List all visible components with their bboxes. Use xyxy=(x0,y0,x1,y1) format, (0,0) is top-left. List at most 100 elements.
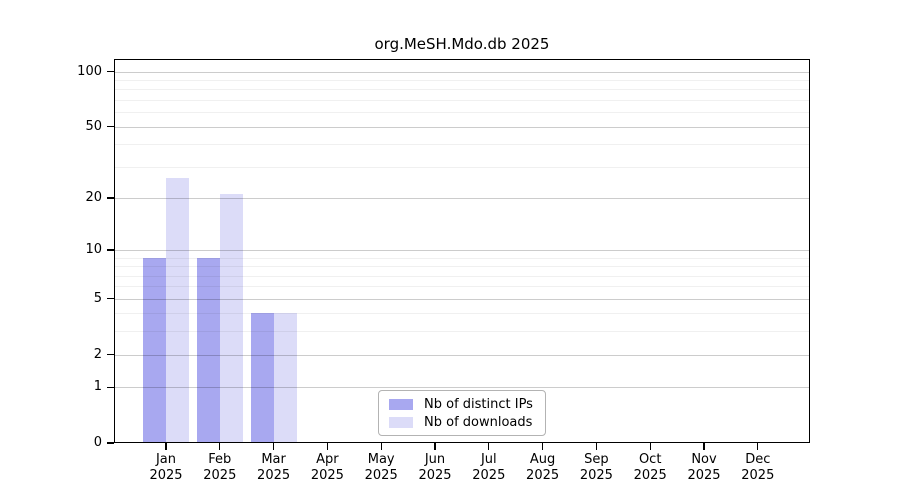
x-axis-tick xyxy=(595,443,598,450)
year-label: 2025 xyxy=(472,468,506,483)
y-axis-tick xyxy=(107,298,114,300)
x-axis-tick xyxy=(488,443,490,450)
legend-swatch-downloads xyxy=(389,416,413,428)
x-tick-label: Feb 2025 xyxy=(188,452,252,484)
chart-title: org.MeSH.Mdo.db 2025 xyxy=(374,35,550,53)
year-label: 2025 xyxy=(364,468,398,483)
legend-label-downloads: Nb of downloads xyxy=(424,414,533,430)
x-axis-tick xyxy=(649,443,651,450)
legend-swatch-distinct-ips xyxy=(389,398,413,410)
year-label: 2025 xyxy=(203,468,237,483)
y-axis-tick xyxy=(107,386,114,388)
month-label: Nov xyxy=(691,452,717,467)
bar-nb-of-downloads-feb xyxy=(219,194,243,443)
grid-layer xyxy=(114,59,810,443)
minor-gridline xyxy=(114,266,810,268)
y-axis-tick xyxy=(107,197,114,199)
plot-area: Nb of distinct IPs Nb of downloads 0 1 2 5 1… xyxy=(77,59,810,483)
x-tick-label: Nov 2025 xyxy=(672,452,736,484)
x-axis-tick xyxy=(541,443,544,450)
bar-nb-of-distinct-ips-feb xyxy=(196,257,220,443)
major-gridline xyxy=(114,197,810,199)
minor-gridline xyxy=(114,99,810,101)
major-gridline xyxy=(114,354,810,356)
x-tick-label: Jun 2025 xyxy=(403,452,467,484)
year-label: 2025 xyxy=(687,468,721,483)
minor-gridline xyxy=(114,275,810,277)
y-tick-label: 100 xyxy=(77,63,102,79)
year-label: 2025 xyxy=(257,468,291,483)
x-axis-tick xyxy=(380,443,382,450)
x-axis-tick xyxy=(219,443,221,450)
x-axis-tick xyxy=(326,443,329,450)
x-axis-tick xyxy=(434,443,436,450)
year-label: 2025 xyxy=(418,468,452,483)
x-axis-tick xyxy=(757,443,759,450)
x-axis-tick xyxy=(703,443,705,450)
year-label: 2025 xyxy=(149,468,183,483)
year-label: 2025 xyxy=(526,468,560,483)
minor-gridline xyxy=(114,166,810,168)
minor-gridline xyxy=(114,313,810,315)
x-tick-label: Jan 2025 xyxy=(134,452,198,484)
x-tick-label: Dec 2025 xyxy=(726,452,790,484)
bar-nb-of-downloads-mar xyxy=(273,313,297,443)
y-tick-label: 50 xyxy=(85,118,102,134)
legend-item-downloads: Nb of downloads xyxy=(389,414,533,430)
x-tick-label: Mar 2025 xyxy=(242,452,306,484)
x-tick-label: Oct 2025 xyxy=(618,452,682,484)
y-axis-tick xyxy=(107,249,114,251)
major-gridline xyxy=(114,387,810,389)
month-label: Mar xyxy=(261,452,286,467)
bar-nb-of-distinct-ips-jan xyxy=(143,257,166,443)
month-label: Aug xyxy=(529,452,556,467)
month-label: Sep xyxy=(584,452,609,467)
minor-gridline xyxy=(114,112,810,114)
legend-label-distinct-ips: Nb of distinct IPs xyxy=(424,396,533,412)
month-label: Dec xyxy=(745,452,771,467)
month-label: Jul xyxy=(480,452,497,467)
legend-item-distinct-ips: Nb of distinct IPs xyxy=(389,396,533,412)
bars-layer xyxy=(114,59,810,443)
y-axis-tick xyxy=(107,442,114,444)
year-label: 2025 xyxy=(579,468,613,483)
y-tick-label: 0 xyxy=(93,435,102,450)
x-axis-tick xyxy=(165,443,167,450)
minor-gridline xyxy=(114,89,810,91)
month-label: Oct xyxy=(638,452,662,467)
x-tick-label: Sep 2025 xyxy=(564,452,628,484)
x-tick-label: Aug 2025 xyxy=(511,452,575,484)
bar-nb-of-distinct-ips-mar xyxy=(250,313,274,443)
month-label: May xyxy=(367,452,395,467)
x-tick-label: Apr 2025 xyxy=(295,452,359,484)
x-tick-label: Jul 2025 xyxy=(457,452,521,484)
major-gridline xyxy=(114,249,810,251)
legend: Nb of distinct IPs Nb of downloads xyxy=(378,390,546,436)
y-tick-label: 20 xyxy=(85,189,102,205)
major-gridline xyxy=(114,126,810,128)
y-axis-tick xyxy=(107,353,114,356)
major-gridline xyxy=(114,71,810,73)
minor-gridline xyxy=(114,144,810,146)
y-tick-label: 10 xyxy=(85,241,102,257)
minor-gridline xyxy=(114,257,810,259)
minor-gridline xyxy=(114,79,810,81)
year-label: 2025 xyxy=(310,468,344,483)
month-label: Jan xyxy=(155,452,177,467)
x-axis-tick xyxy=(272,443,275,450)
y-axis-tick xyxy=(107,70,114,73)
year-label: 2025 xyxy=(633,468,667,483)
month-label: Feb xyxy=(208,452,232,467)
y-axis-tick xyxy=(107,125,114,128)
y-tick-label: 1 xyxy=(93,379,102,395)
minor-gridline xyxy=(114,331,810,333)
y-tick-label: 5 xyxy=(93,290,102,306)
minor-gridline xyxy=(114,286,810,288)
major-gridline xyxy=(114,298,810,300)
month-label: Jun xyxy=(424,452,446,467)
y-tick-label: 2 xyxy=(93,346,102,362)
x-tick-label: May 2025 xyxy=(349,452,413,484)
bar-nb-of-downloads-jan xyxy=(166,177,189,443)
year-label: 2025 xyxy=(741,468,775,483)
